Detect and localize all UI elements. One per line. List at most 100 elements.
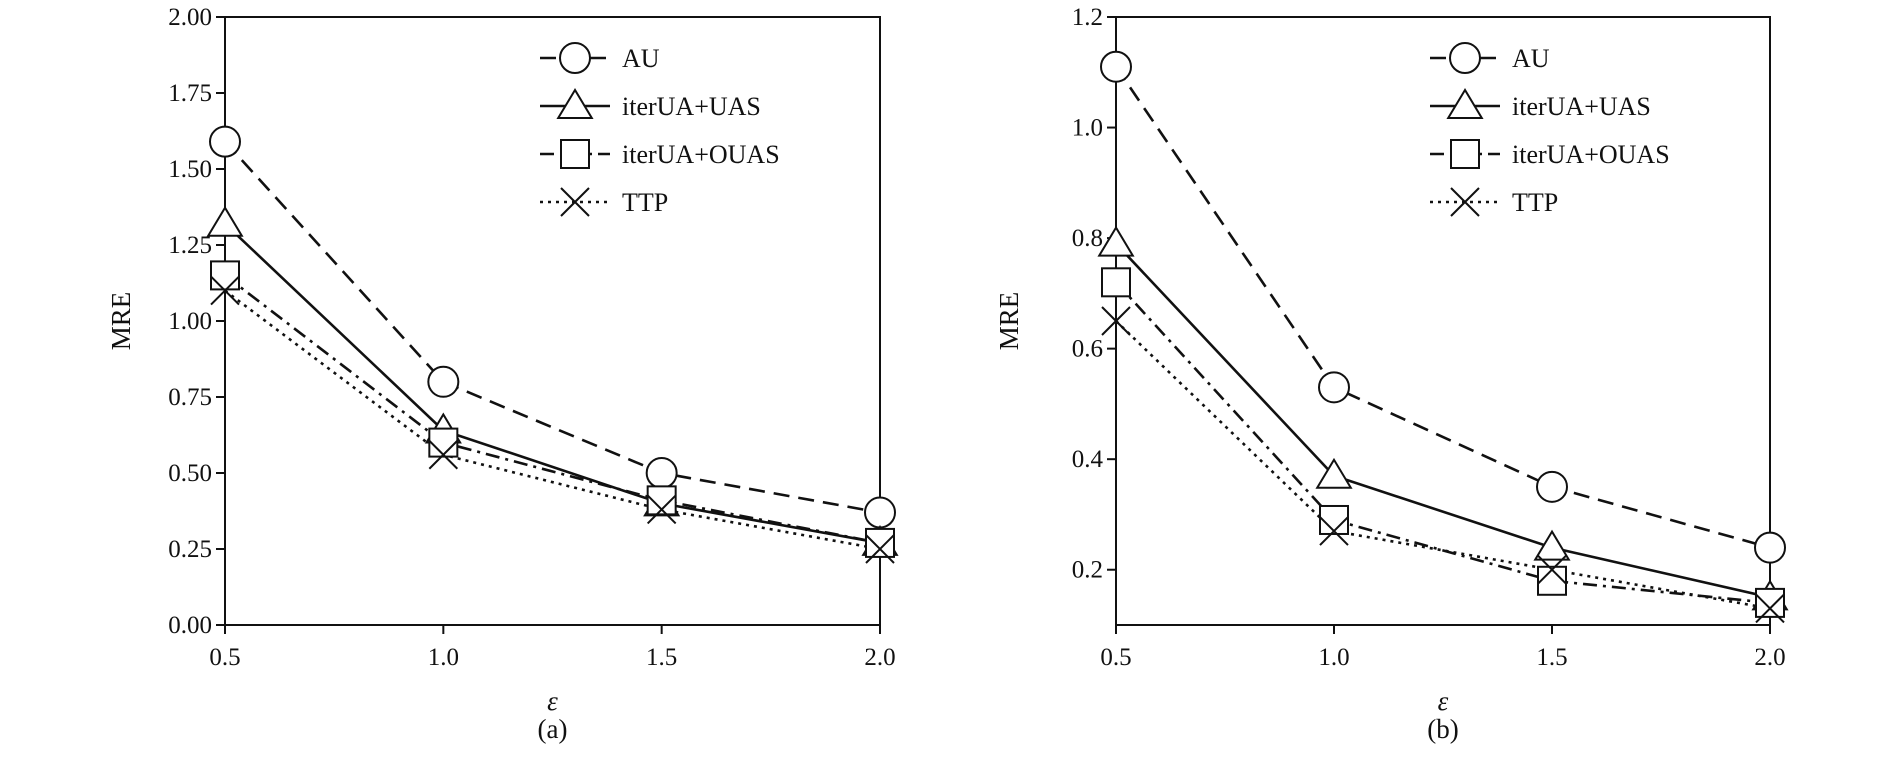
series-lines [225, 140, 880, 551]
y-tick-label: 0.00 [168, 612, 212, 639]
data-point-ttp-stroke-2 [865, 534, 895, 564]
series-line-iterua-ouas [1116, 281, 1770, 605]
legend-marker-ttp [1450, 187, 1480, 217]
legend-marker-iterua-ouas [560, 139, 590, 169]
y-tick-label: 1.25 [168, 232, 212, 259]
legend-label-iterua-ouas: iterUA+OUAS [1512, 140, 1670, 169]
panel-caption: (a) [538, 714, 568, 744]
legend-label-iterua-uas: iterUA+UAS [1512, 92, 1651, 121]
series-line-iterua-ouas [225, 274, 880, 545]
data-point-ttp [646, 494, 677, 525]
panel-caption: (b) [1427, 714, 1458, 744]
legend-marker-au [1449, 42, 1481, 74]
data-point-iterua-ouas [865, 527, 895, 558]
y-tick-label: 1.75 [168, 80, 212, 107]
data-point-iterua-ouas [428, 427, 459, 458]
legend-label-au: AU [622, 44, 660, 73]
x-axis-label: ε [1438, 686, 1449, 716]
data-point-ttp [1319, 516, 1349, 546]
data-point-iterua-ouas [1537, 565, 1567, 596]
legend-label-iterua-uas: iterUA+UAS [622, 92, 761, 121]
legend-label-au: AU [1512, 44, 1550, 73]
series-line-iterua-uas [1116, 242, 1770, 599]
y-tick-label: 0.75 [168, 384, 212, 411]
data-point-iterua-uas [206, 205, 244, 237]
data-point-ttp [210, 275, 240, 306]
series-line-iterua-uas [225, 222, 880, 545]
y-tick-label: 0.2 [1072, 557, 1103, 584]
data-point-au [427, 365, 460, 398]
data-point-iterua-uas [1315, 457, 1353, 489]
data-point-ttp-stroke-2 [1101, 306, 1131, 336]
legend-label-iterua-ouas: iterUA+OUAS [622, 140, 780, 169]
plot-frame [1115, 16, 1771, 626]
y-axis-label: MRE [106, 292, 136, 351]
data-point-ttp-stroke-2 [646, 494, 677, 525]
data-point-iterua-ouas [210, 260, 240, 291]
legend: AU iterUA+UAS iterUA+OUAS TTP [1430, 42, 1670, 217]
data-point-ttp [1755, 593, 1785, 624]
data-point-au [209, 125, 241, 158]
data-point-iterua-ouas [1101, 267, 1131, 298]
y-tick-label: 2.00 [168, 4, 212, 31]
legend-marker-au [559, 42, 591, 74]
series-line-ttp [1116, 320, 1770, 610]
legend-label-ttp: TTP [1512, 188, 1558, 217]
series-line-au [225, 140, 880, 514]
x-tick-label: 0.5 [1100, 644, 1131, 671]
data-point-ttp-stroke-2 [428, 440, 459, 470]
legend-marker-ttp-stroke-2 [560, 187, 590, 217]
x-tick-label: 1.0 [1318, 644, 1349, 671]
x-tick-label: 0.5 [209, 644, 240, 671]
data-point-ttp-stroke-2 [1537, 555, 1567, 585]
series-markers [206, 125, 899, 564]
data-point-ttp [1537, 555, 1567, 585]
legend-marker-ttp-stroke-2 [1450, 187, 1480, 217]
legend-marker-ttp [560, 187, 590, 217]
x-tick-label: 1.5 [1536, 644, 1567, 671]
series-line-au [1116, 66, 1770, 549]
data-point-au [1754, 531, 1786, 564]
y-tick-label: 1.50 [168, 156, 212, 183]
x-tick-label: 1.0 [428, 644, 459, 671]
chart-panel-2: 0.2 0.4 0.6 0.8 1.0 1.2 0.5 1.0 1.5 2.0 ε MRE (b) AU i… [994, 4, 1789, 744]
data-point-ttp [865, 534, 895, 564]
legend-label-ttp: TTP [622, 188, 668, 217]
legend-marker-iterua-uas [556, 88, 594, 119]
data-point-ttp-stroke-2 [1319, 516, 1349, 546]
y-tick-label: 1.2 [1072, 4, 1103, 31]
data-point-iterua-ouas [1319, 504, 1349, 535]
data-point-au [1318, 371, 1350, 404]
y-tick-label: 0.6 [1072, 336, 1103, 363]
series-line-ttp [225, 289, 880, 551]
series-markers [1097, 50, 1789, 624]
data-point-ttp [428, 440, 459, 470]
x-tick-label: 2.0 [864, 644, 895, 671]
chart-panel-1: 0.00 0.25 0.50 0.75 1.00 1.25 1.50 1.75 2.00 0.5 1… [106, 4, 899, 744]
x-tick-label: 1.5 [646, 644, 677, 671]
legend-marker-iterua-uas [1446, 88, 1484, 119]
y-tick-label: 1.0 [1072, 115, 1103, 142]
data-point-iterua-uas [1533, 529, 1571, 561]
y-axis-label: MRE [994, 292, 1024, 351]
data-point-ttp-stroke-2 [1755, 593, 1785, 624]
plot-frame [224, 16, 881, 626]
legend-marker-iterua-ouas [1450, 139, 1480, 169]
data-point-au [645, 457, 678, 489]
data-point-ttp-stroke-2 [210, 275, 240, 306]
y-tick-label: 0.4 [1072, 446, 1104, 473]
data-point-au [1100, 50, 1132, 83]
data-point-iterua-uas [1097, 225, 1135, 257]
y-tick-label: 1.00 [168, 308, 212, 335]
data-point-iterua-ouas [1755, 587, 1785, 618]
y-tick-label: 0.8 [1072, 225, 1103, 252]
data-point-au [1536, 470, 1568, 503]
y-tick-label: 0.25 [168, 536, 212, 563]
y-tick-label: 0.50 [168, 460, 212, 487]
data-point-au [864, 496, 896, 529]
x-axis-label: ε [547, 686, 558, 716]
series-lines [1116, 66, 1770, 610]
data-point-ttp [1101, 306, 1131, 336]
